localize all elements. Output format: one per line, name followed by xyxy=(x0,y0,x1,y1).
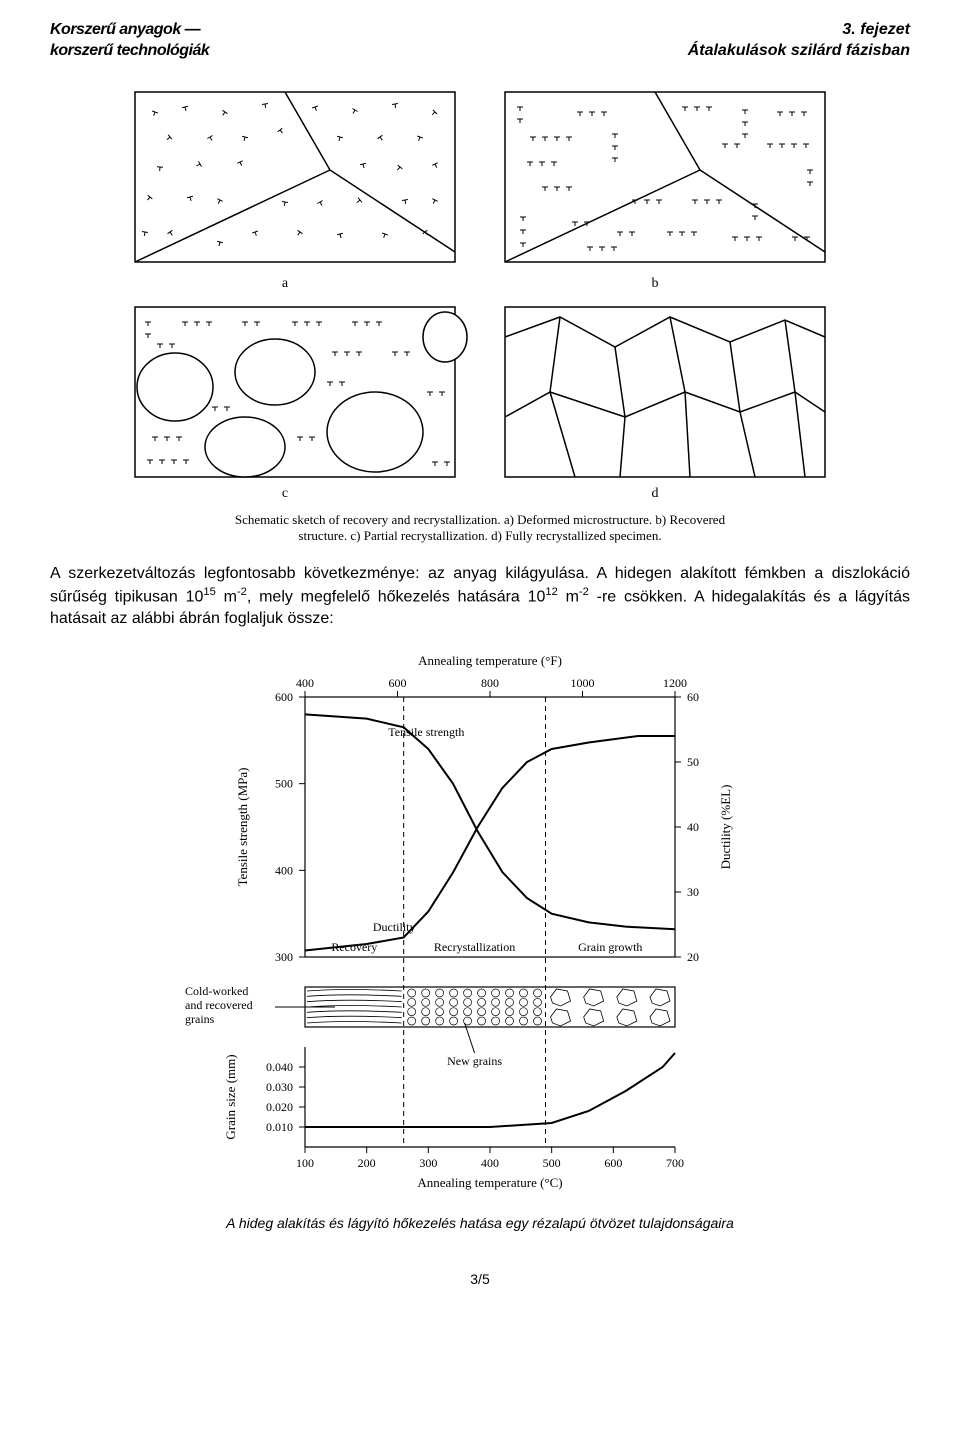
svg-text:300: 300 xyxy=(419,1156,437,1170)
fig1-label-b: b xyxy=(652,276,659,291)
fig1-panel-c: c xyxy=(135,307,467,501)
svg-text:100: 100 xyxy=(296,1156,314,1170)
svg-text:60: 60 xyxy=(687,690,699,704)
svg-text:Annealing temperature (°C): Annealing temperature (°C) xyxy=(417,1175,562,1190)
svg-text:Annealing temperature (°F): Annealing temperature (°F) xyxy=(418,653,562,668)
figure-2-caption: A hideg alakítás és lágyító hőkezelés ha… xyxy=(50,1215,910,1231)
svg-text:Tensile strength: Tensile strength xyxy=(388,725,464,739)
svg-text:and recovered: and recovered xyxy=(185,998,253,1012)
svg-text:600: 600 xyxy=(389,676,407,690)
svg-text:30: 30 xyxy=(687,885,699,899)
svg-text:300: 300 xyxy=(275,950,293,964)
svg-text:grains: grains xyxy=(185,1012,215,1026)
svg-text:600: 600 xyxy=(604,1156,622,1170)
svg-text:700: 700 xyxy=(666,1156,684,1170)
svg-text:Recrystallization: Recrystallization xyxy=(434,940,515,954)
svg-text:800: 800 xyxy=(481,676,499,690)
fig1-panel-b: b xyxy=(505,92,825,291)
fig1-caption-line2: structure. c) Partial recrystallization.… xyxy=(298,528,661,543)
svg-text:Recovery: Recovery xyxy=(331,940,377,954)
svg-text:Cold-worked: Cold-worked xyxy=(185,984,248,998)
svg-text:400: 400 xyxy=(296,676,314,690)
page-number: 3/5 xyxy=(50,1271,910,1287)
svg-text:0.040: 0.040 xyxy=(266,1060,293,1074)
header-right-line2: Átalakulások szilárd fázisban xyxy=(688,42,910,59)
header-right: 3. fejezet Átalakulások szilárd fázisban xyxy=(688,20,910,62)
svg-text:0.020: 0.020 xyxy=(266,1100,293,1114)
fig1-label-d: d xyxy=(652,486,659,501)
svg-text:Ductility (%EL): Ductility (%EL) xyxy=(718,785,733,870)
figure-2-annealing-chart: Annealing temperature (°F)40060080010001… xyxy=(170,647,790,1207)
svg-text:0.010: 0.010 xyxy=(266,1120,293,1134)
header-left: Korszerű anyagok — korszerű technológiák xyxy=(50,20,209,62)
svg-text:Ductility: Ductility xyxy=(373,920,416,934)
svg-text:Grain growth: Grain growth xyxy=(578,940,642,954)
fig1-panel-d: d xyxy=(505,307,825,501)
figure-1-recrystallization-schematic: a xyxy=(115,82,845,502)
fig1-caption-line1: Schematic sketch of recovery and recryst… xyxy=(235,512,725,527)
page-header: Korszerű anyagok — korszerű technológiák… xyxy=(50,20,910,62)
header-left-line2: korszerű technológiák xyxy=(50,42,209,59)
body-paragraph: A szerkezetváltozás legfontosabb követke… xyxy=(50,563,910,629)
fig1-panel-a: a xyxy=(135,92,455,291)
svg-text:0.030: 0.030 xyxy=(266,1080,293,1094)
svg-text:1000: 1000 xyxy=(571,676,595,690)
fig1-label-c: c xyxy=(282,486,288,501)
svg-text:400: 400 xyxy=(481,1156,499,1170)
header-right-line1: 3. fejezet xyxy=(842,21,910,38)
figure-1-caption: Schematic sketch of recovery and recryst… xyxy=(140,512,820,546)
svg-text:20: 20 xyxy=(687,950,699,964)
svg-text:Tensile strength (MPa): Tensile strength (MPa) xyxy=(235,768,250,887)
svg-text:40: 40 xyxy=(687,820,699,834)
fig1-label-a: a xyxy=(282,276,289,291)
svg-text:500: 500 xyxy=(275,777,293,791)
svg-text:New grains: New grains xyxy=(447,1054,502,1068)
svg-text:50: 50 xyxy=(687,755,699,769)
svg-text:500: 500 xyxy=(543,1156,561,1170)
svg-text:400: 400 xyxy=(275,864,293,878)
svg-text:1200: 1200 xyxy=(663,676,687,690)
header-left-line1: Korszerű anyagok — xyxy=(50,21,200,38)
svg-text:200: 200 xyxy=(358,1156,376,1170)
svg-text:Grain size (mm): Grain size (mm) xyxy=(223,1055,238,1140)
svg-text:600: 600 xyxy=(275,690,293,704)
